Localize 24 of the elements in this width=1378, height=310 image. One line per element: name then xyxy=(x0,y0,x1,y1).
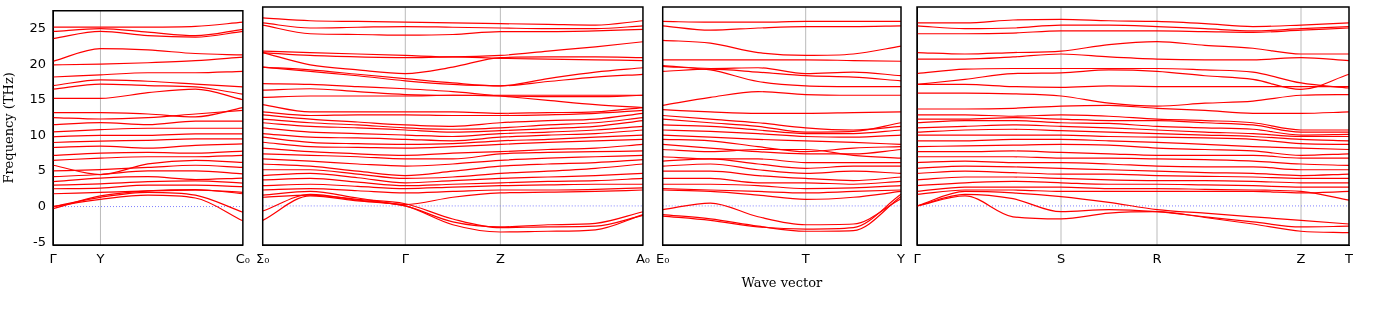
x-tick-label: Y xyxy=(896,251,906,267)
x-tick-label: Γ xyxy=(49,251,58,267)
x-tick-label: C₀ xyxy=(235,251,250,267)
y-tick-label: 25 xyxy=(29,19,46,35)
y-tick-label: 20 xyxy=(29,55,46,71)
x-tick-label: R xyxy=(1152,251,1162,267)
x-axis-title: Wave vector xyxy=(741,274,823,290)
y-axis-title: Frequency (THz) xyxy=(1,72,17,184)
x-tick-label: Γ xyxy=(401,251,410,267)
x-tick-label: T xyxy=(800,251,810,267)
y-tick-label: 5 xyxy=(37,162,46,178)
x-tick-label: Z xyxy=(495,251,505,267)
y-tick-label: 0 xyxy=(37,197,46,213)
y-tick-label: 10 xyxy=(29,126,46,142)
x-tick-label: Y xyxy=(95,251,105,267)
x-tick-label: A₀ xyxy=(635,251,650,267)
x-tick-label: S xyxy=(1056,251,1066,267)
x-tick-label: Σ₀ xyxy=(255,251,270,267)
y-tick-label: -5 xyxy=(33,233,46,249)
y-tick-label: 15 xyxy=(29,91,46,107)
x-tick-label: Γ xyxy=(913,251,922,267)
x-tick-label: E₀ xyxy=(655,251,670,267)
x-tick-label: Z xyxy=(1296,251,1306,267)
x-tick-label: T xyxy=(1344,251,1354,267)
